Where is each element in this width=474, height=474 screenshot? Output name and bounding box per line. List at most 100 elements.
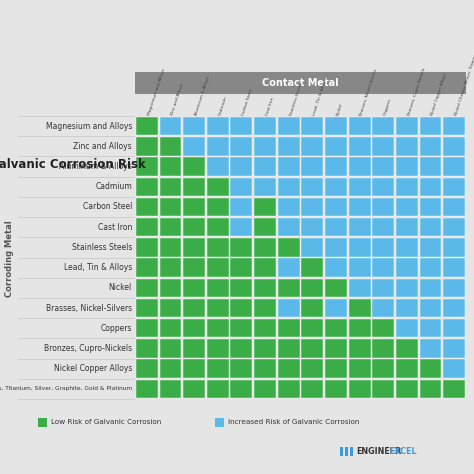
Text: Carbon Steel: Carbon Steel — [82, 202, 132, 211]
Bar — [396, 319, 418, 337]
Bar — [345, 447, 348, 456]
Bar — [230, 117, 252, 135]
Bar — [301, 218, 323, 237]
Bar — [207, 359, 228, 378]
Bar — [254, 137, 276, 155]
Bar — [136, 117, 158, 135]
Bar — [419, 279, 441, 297]
Bar — [183, 279, 205, 297]
Bar — [443, 198, 465, 216]
Bar — [160, 299, 182, 317]
Bar — [301, 238, 323, 256]
Bar — [230, 299, 252, 317]
Bar — [396, 218, 418, 237]
Bar — [278, 359, 300, 378]
Bar — [254, 319, 276, 337]
Bar — [443, 117, 465, 135]
Bar — [350, 447, 353, 456]
Bar — [254, 339, 276, 358]
Text: Cadmium: Cadmium — [218, 95, 228, 116]
Bar — [278, 299, 300, 317]
Text: Cadmium: Cadmium — [95, 182, 132, 191]
Bar — [373, 279, 394, 297]
Bar — [443, 359, 465, 378]
Bar — [136, 137, 158, 155]
Bar — [373, 319, 394, 337]
Bar — [340, 447, 343, 456]
Bar — [136, 380, 158, 398]
Bar — [278, 157, 300, 176]
Bar — [396, 117, 418, 135]
Bar — [325, 117, 347, 135]
Bar — [325, 279, 347, 297]
Bar — [136, 279, 158, 297]
Bar — [349, 157, 371, 176]
Bar — [373, 117, 394, 135]
Bar — [160, 178, 182, 196]
Bar — [215, 418, 224, 427]
Bar — [230, 359, 252, 378]
Bar — [160, 218, 182, 237]
Bar — [136, 299, 158, 317]
Text: Aluminum & Alloys: Aluminum & Alloys — [59, 162, 132, 171]
Bar — [419, 157, 441, 176]
Bar — [160, 319, 182, 337]
Bar — [419, 380, 441, 398]
Bar — [207, 380, 228, 398]
Text: Magnesium and Alloys: Magnesium and Alloys — [46, 122, 132, 131]
Bar — [207, 157, 228, 176]
Bar — [136, 258, 158, 277]
Bar — [230, 137, 252, 155]
Bar — [254, 279, 276, 297]
Text: Brasses, Nickel-Silvers: Brasses, Nickel-Silvers — [360, 68, 379, 116]
Bar — [183, 380, 205, 398]
Bar — [396, 157, 418, 176]
Bar — [396, 198, 418, 216]
Bar — [373, 380, 394, 398]
Bar — [136, 157, 158, 176]
Bar — [160, 198, 182, 216]
Bar — [207, 339, 228, 358]
Bar — [349, 238, 371, 256]
Bar — [373, 137, 394, 155]
Bar — [443, 218, 465, 237]
Bar — [183, 359, 205, 378]
Bar — [349, 359, 371, 378]
Bar — [278, 178, 300, 196]
Bar — [349, 319, 371, 337]
Text: Cast Iron: Cast Iron — [98, 223, 132, 232]
Text: Cast Iron: Cast Iron — [265, 97, 275, 116]
Bar — [278, 198, 300, 216]
Bar — [183, 178, 205, 196]
Bar — [396, 238, 418, 256]
Text: Contact Metal: Contact Metal — [262, 78, 339, 88]
Text: Low Risk of Galvanic Corrosion: Low Risk of Galvanic Corrosion — [51, 419, 161, 425]
Bar — [349, 178, 371, 196]
Bar — [325, 198, 347, 216]
Text: Bronzes, Cupro-Nickels: Bronzes, Cupro-Nickels — [407, 67, 426, 116]
Bar — [443, 178, 465, 196]
Bar — [183, 299, 205, 317]
Bar — [325, 157, 347, 176]
Bar — [373, 218, 394, 237]
Bar — [207, 258, 228, 277]
Bar — [325, 380, 347, 398]
Bar — [419, 258, 441, 277]
Bar — [325, 137, 347, 155]
Bar — [136, 359, 158, 378]
Text: Nickel: Nickel — [336, 102, 344, 116]
Bar — [278, 137, 300, 155]
Bar — [183, 319, 205, 337]
Bar — [396, 359, 418, 378]
Text: Aluminum & Alloys: Aluminum & Alloys — [194, 76, 210, 116]
Text: Brasses, Nickel-Silvers: Brasses, Nickel-Silvers — [46, 303, 132, 312]
Bar — [301, 178, 323, 196]
Bar — [396, 137, 418, 155]
Bar — [230, 380, 252, 398]
Bar — [160, 157, 182, 176]
Bar — [278, 319, 300, 337]
Bar — [136, 319, 158, 337]
Bar — [38, 418, 47, 427]
Bar — [207, 198, 228, 216]
Bar — [136, 198, 158, 216]
